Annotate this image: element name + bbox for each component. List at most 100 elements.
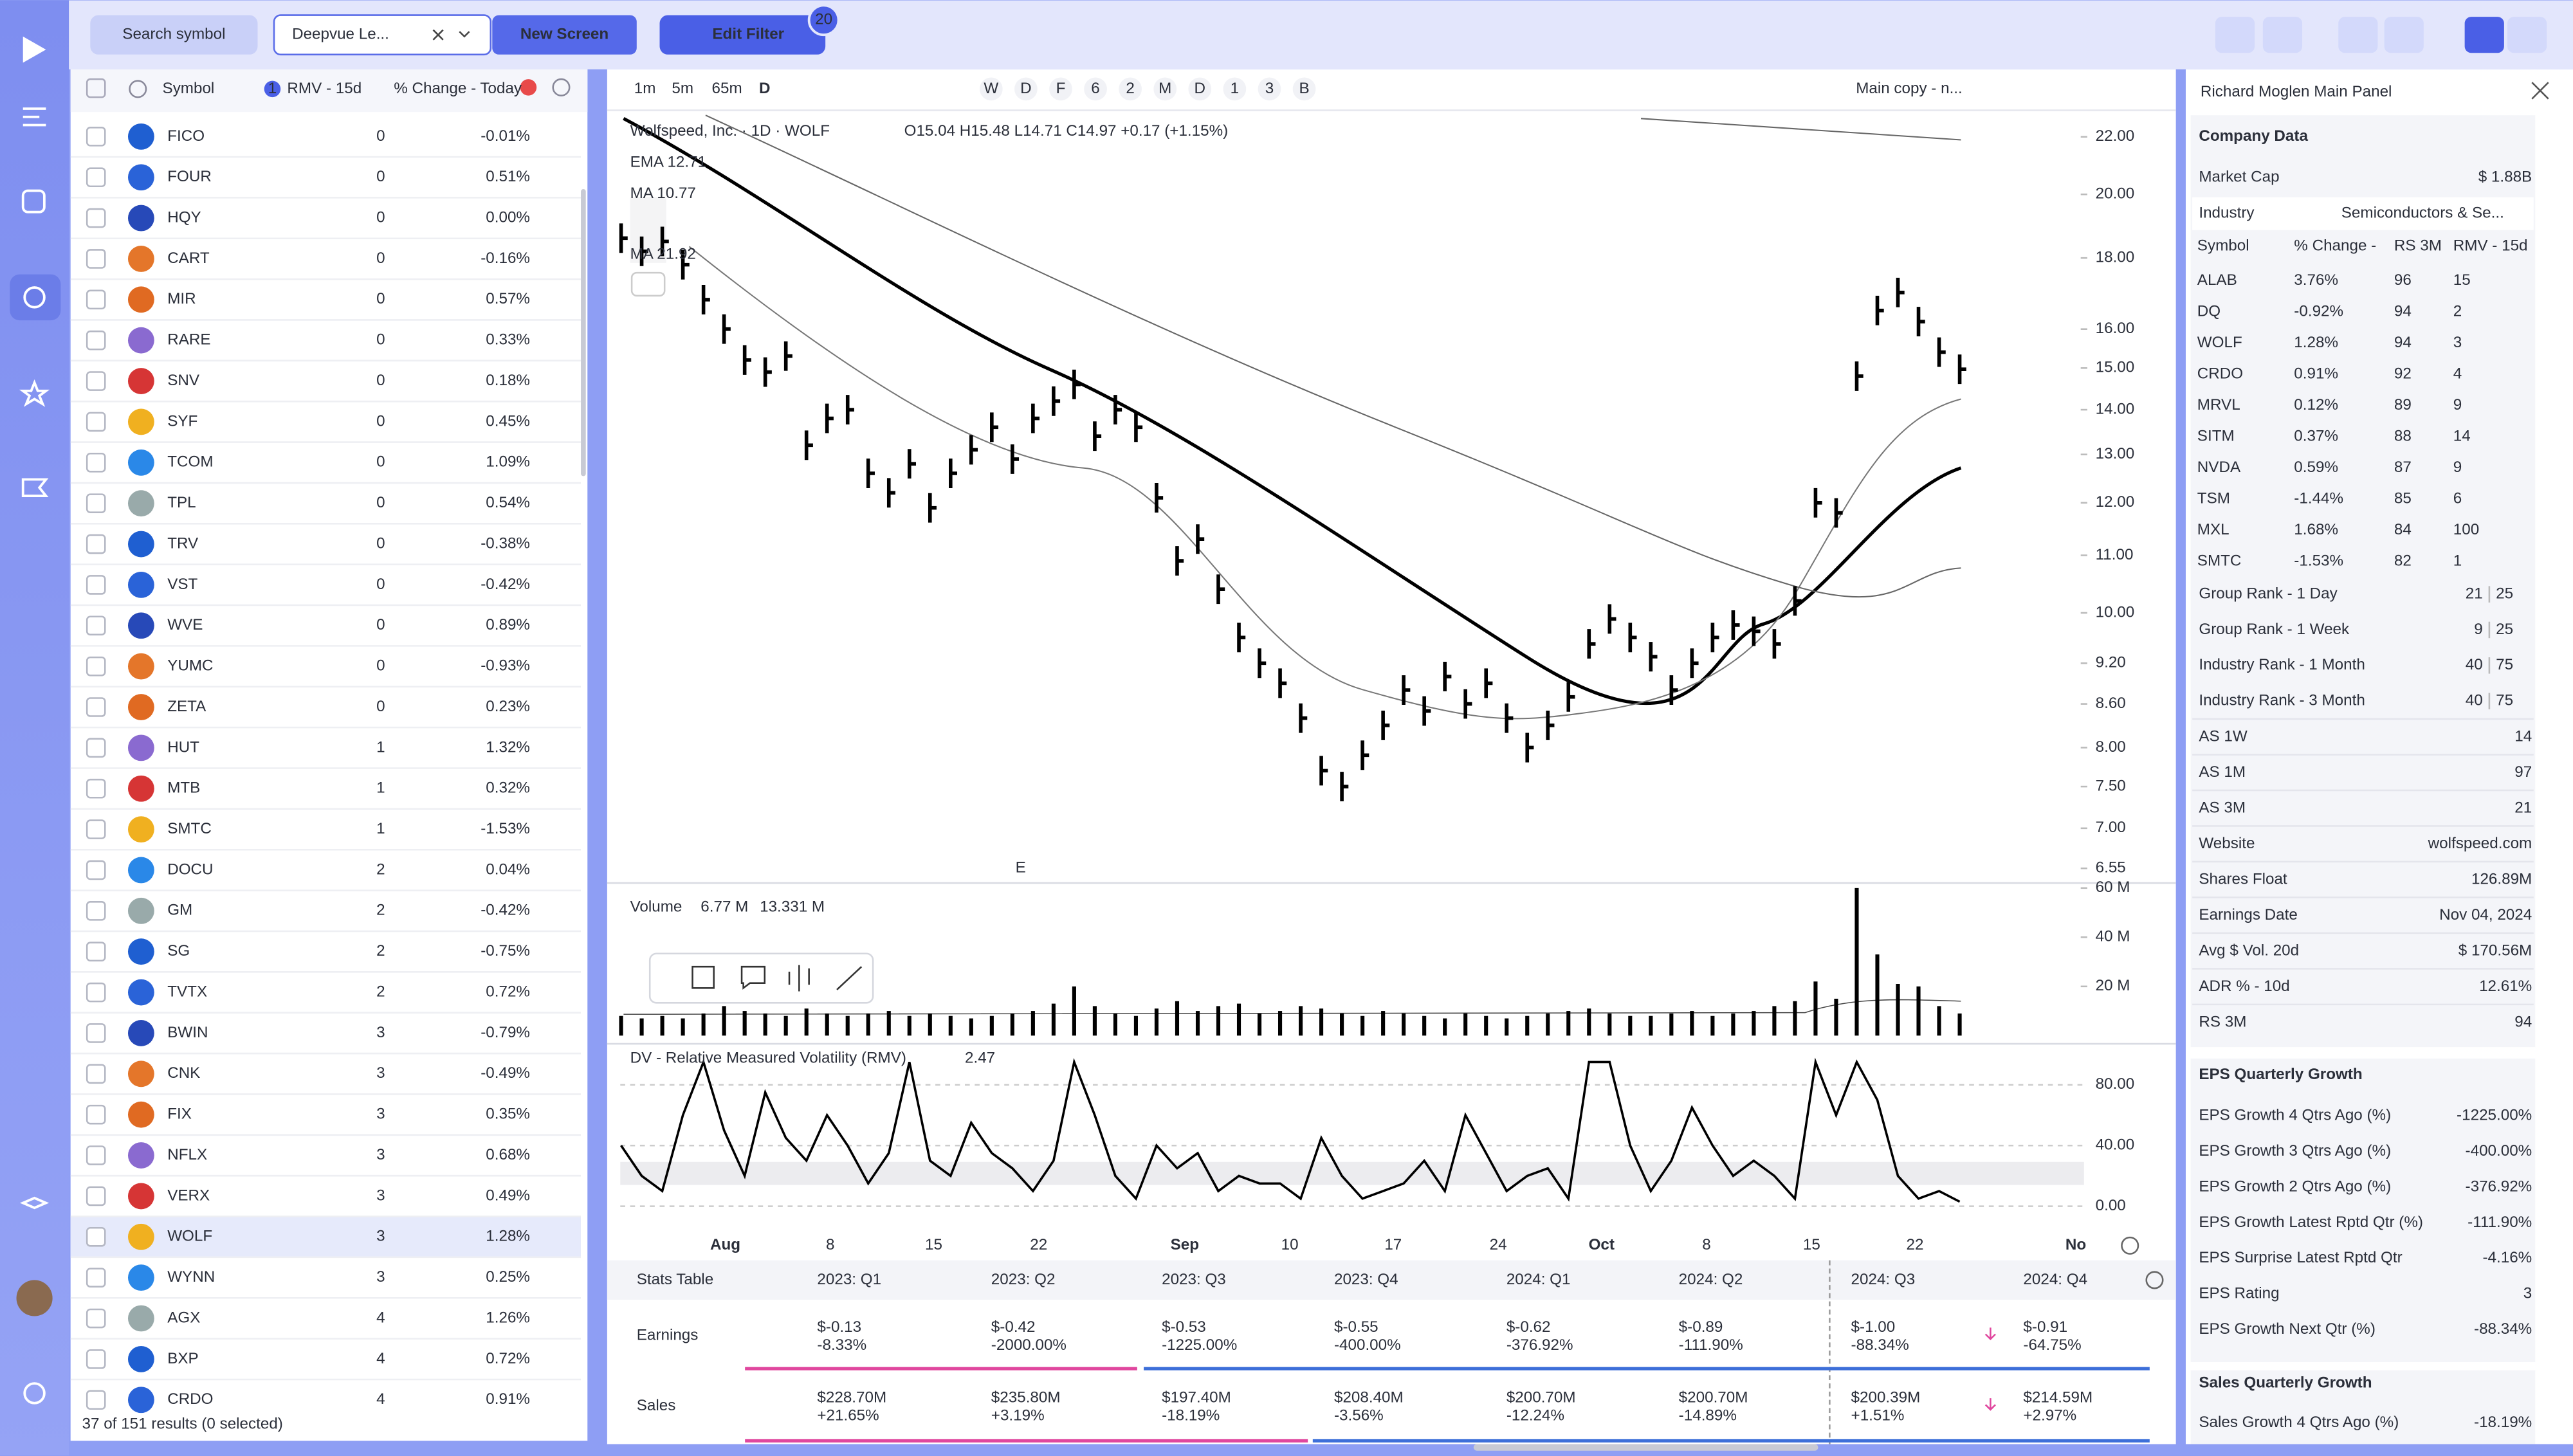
row-symbol[interactable]: ZETA (167, 698, 206, 715)
range-button[interactable]: M (1158, 80, 1171, 97)
row-checkbox[interactable] (86, 330, 106, 350)
row-symbol[interactable]: CRDO (167, 1390, 213, 1408)
row-checkbox[interactable] (86, 1268, 106, 1288)
nav-icons[interactable] (10, 107, 61, 1405)
row-checkbox[interactable] (86, 493, 106, 513)
row-checkbox[interactable] (86, 901, 106, 921)
search-button[interactable] (90, 15, 258, 55)
top-icons[interactable] (2215, 17, 2547, 53)
row-symbol[interactable]: CNK (167, 1064, 200, 1082)
row-symbol[interactable]: HUT (167, 738, 199, 756)
row-checkbox[interactable] (86, 982, 106, 1003)
row-symbol[interactable]: MTB (167, 779, 200, 797)
row-checkbox[interactable] (86, 208, 106, 228)
row-checkbox[interactable] (86, 412, 106, 432)
row-checkbox[interactable] (86, 697, 106, 717)
peer-cell[interactable]: CRDO (2197, 365, 2243, 383)
interval-button[interactable]: 65m (712, 80, 742, 97)
collapse-legend[interactable] (630, 271, 666, 297)
row-symbol[interactable]: WOLF (167, 1228, 212, 1245)
avatar[interactable] (16, 1280, 53, 1316)
row-symbol[interactable]: WYNN (167, 1268, 215, 1286)
interval-button[interactable]: 1m (634, 80, 656, 97)
drawing-tool-icons[interactable] (691, 965, 863, 992)
peer-cell[interactable]: TSM (2197, 490, 2230, 507)
row-symbol[interactable]: RARE (167, 331, 210, 349)
row-symbol[interactable]: AGX (167, 1309, 200, 1326)
range-button-bg[interactable] (1188, 77, 1212, 101)
range-button-bg[interactable] (1292, 77, 1316, 101)
range-button-bg[interactable] (1223, 77, 1247, 101)
row-checkbox[interactable] (86, 1226, 106, 1247)
select-all[interactable] (86, 78, 106, 98)
interval-button[interactable]: 5m (672, 80, 693, 97)
peer-cell[interactable]: NVDA (2197, 459, 2241, 476)
row-symbol[interactable]: MIR (167, 290, 196, 307)
row-symbol[interactable]: BXP (167, 1350, 198, 1367)
row-symbol[interactable]: TCOM (167, 453, 213, 471)
settings-icon[interactable] (129, 80, 147, 98)
range-button-bg[interactable] (1049, 77, 1072, 101)
row-symbol[interactable]: VERX (167, 1187, 210, 1204)
h-scrollbar[interactable] (1473, 1444, 1818, 1451)
row-checkbox[interactable] (86, 1349, 106, 1369)
range-button[interactable]: 2 (1126, 80, 1134, 97)
row-checkbox[interactable] (86, 127, 106, 147)
row-symbol[interactable]: BWIN (167, 1024, 208, 1041)
row-symbol[interactable]: CART (167, 250, 210, 267)
row-checkbox[interactable] (86, 1023, 106, 1043)
row-symbol[interactable]: FIX (167, 1106, 192, 1123)
layout-select[interactable]: Main copy - n... (1856, 80, 1963, 97)
row-checkbox[interactable] (86, 249, 106, 269)
row-checkbox[interactable] (86, 1104, 106, 1125)
column-header[interactable]: % Change - Today (394, 80, 522, 97)
range-button-bg[interactable] (1258, 77, 1281, 101)
row-checkbox[interactable] (86, 1308, 106, 1329)
range-button-bg[interactable] (1014, 77, 1038, 101)
range-button-bg[interactable] (1153, 77, 1177, 101)
range-button[interactable]: 3 (1265, 80, 1274, 97)
range-button-bg[interactable] (1084, 77, 1107, 101)
column-settings[interactable] (552, 78, 571, 96)
peer-cell[interactable]: MXL (2197, 521, 2230, 538)
range-button[interactable]: F (1056, 80, 1066, 97)
row-symbol[interactable]: FOUR (167, 168, 212, 185)
range-button[interactable]: W (984, 80, 998, 97)
field-value[interactable]: Semiconductors & Se... (2341, 205, 2504, 222)
row-symbol[interactable]: TVTX (167, 983, 207, 1000)
row-checkbox[interactable] (86, 778, 106, 799)
range-button[interactable]: 6 (1091, 80, 1099, 97)
peer-cell[interactable]: WOLF (2197, 334, 2242, 351)
row-symbol[interactable]: YUMC (167, 657, 213, 675)
scrollbar[interactable] (581, 188, 586, 477)
column-header[interactable]: Symbol (163, 80, 215, 97)
row-checkbox[interactable] (86, 860, 106, 880)
drawing-tools[interactable] (648, 952, 874, 1004)
row-symbol[interactable]: TPL (167, 494, 196, 511)
range-button[interactable]: D (1195, 80, 1206, 97)
row-checkbox[interactable] (86, 167, 106, 188)
row-checkbox[interactable] (86, 452, 106, 473)
peer-cell[interactable]: SITM (2197, 428, 2235, 445)
range-button[interactable]: B (1299, 80, 1309, 97)
range-button[interactable]: D (1020, 80, 1032, 97)
row-checkbox[interactable] (86, 942, 106, 962)
peer-cell[interactable]: ALAB (2197, 271, 2237, 289)
column-header[interactable]: RMV - 15d (287, 80, 362, 97)
interval-button[interactable]: D (759, 80, 771, 97)
screen-select[interactable] (273, 14, 492, 56)
new-screen-button[interactable] (492, 15, 637, 55)
close-panel[interactable] (2531, 82, 2549, 100)
range-button-bg[interactable] (979, 77, 1003, 101)
axis-settings[interactable] (2121, 1236, 2139, 1255)
range-button[interactable]: 1 (1231, 80, 1239, 97)
row-checkbox[interactable] (86, 1064, 106, 1084)
row-checkbox[interactable] (86, 371, 106, 391)
peer-cell[interactable]: DQ (2197, 303, 2220, 320)
row-symbol[interactable]: HQY (167, 208, 201, 226)
row-symbol[interactable]: SYF (167, 412, 197, 430)
row-checkbox[interactable] (86, 289, 106, 310)
row-checkbox[interactable] (86, 615, 106, 636)
row-checkbox[interactable] (86, 534, 106, 554)
row-symbol[interactable]: DOCU (167, 860, 213, 878)
